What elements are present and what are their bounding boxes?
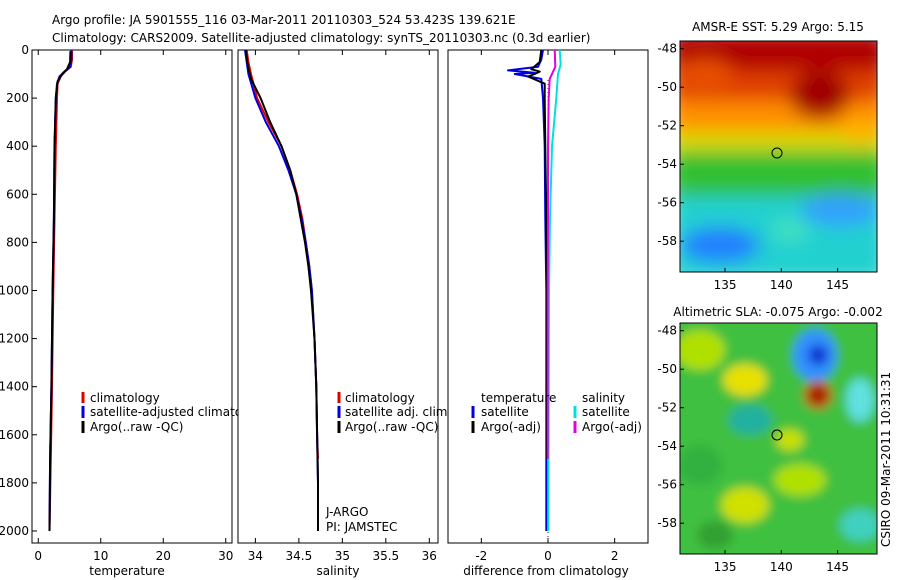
difference-panel: -2 0 2 difference from climatology tempera… bbox=[447, 49, 649, 578]
temperature-ytick-label: 1600 bbox=[0, 428, 29, 442]
sla-xtick-label: 140 bbox=[770, 560, 793, 574]
salinity-xtick-label: 34 bbox=[248, 549, 263, 563]
temperature-legend: climatology satellite-adjusted climatolo… bbox=[81, 391, 268, 434]
legend-label-argo: Argo(..raw -QC) bbox=[345, 420, 438, 434]
sla-ytick-label: -54 bbox=[657, 439, 677, 453]
sla-argo-location-marker bbox=[771, 429, 783, 441]
sla-ytick-label: -50 bbox=[657, 362, 677, 376]
salinity-xlabel: salinity bbox=[316, 564, 359, 578]
difference-series-salinity-argo-adj bbox=[546, 49, 557, 459]
sst-field bbox=[680, 41, 877, 272]
sst-ytick-label: -56 bbox=[657, 196, 677, 210]
temperature-xtick-label: 0 bbox=[34, 549, 42, 563]
sla-xtick-label: 145 bbox=[826, 560, 849, 574]
sst-ytick-label: -48 bbox=[657, 42, 677, 56]
sla-ytick-label: -52 bbox=[657, 401, 677, 415]
legend-label-climatology: climatology bbox=[345, 391, 415, 405]
footer-stamp: CSIRO 09-Mar-2011 10:31:31 bbox=[879, 372, 893, 547]
legend-title-salinity: salinity bbox=[582, 391, 625, 405]
header-line-1: Argo profile: JA 5901555_116 03-Mar-2011… bbox=[52, 13, 516, 27]
sst-xtick-label: 145 bbox=[826, 278, 849, 292]
legend-label-satellite: satellite-adjusted climatology bbox=[90, 405, 268, 419]
temperature-panel: 0 10 20 30 0 200 400 600 800 1000 1200 1400 1600 180… bbox=[0, 43, 268, 578]
salinity-annotation-program: J-ARGO bbox=[325, 505, 368, 519]
sst-map-title: AMSR-E SST: 5.29 Argo: 5.15 bbox=[692, 20, 864, 34]
temperature-ytick-label: 200 bbox=[6, 91, 29, 105]
legend-label-sal-argo: Argo(-adj) bbox=[582, 420, 642, 434]
legend-label-argo: Argo(..raw -QC) bbox=[90, 420, 183, 434]
temperature-ytick-label: 2000 bbox=[0, 524, 29, 538]
sla-ytick-label: -48 bbox=[657, 324, 677, 338]
sst-ytick-label: -50 bbox=[657, 80, 677, 94]
temperature-ytick-label: 1200 bbox=[0, 332, 29, 346]
legend-label-temp-satellite: satellite bbox=[481, 405, 529, 419]
temperature-ytick-label: 0 bbox=[21, 43, 29, 57]
sla-field bbox=[680, 323, 877, 554]
legend-label-satellite: satellite adj. clim. bbox=[345, 405, 451, 419]
difference-xtick-label: -2 bbox=[475, 549, 487, 563]
temperature-xtick-label: 30 bbox=[218, 549, 233, 563]
difference-xtick-label: 0 bbox=[544, 549, 552, 563]
sla-map-title: Altimetric SLA: -0.075 Argo: -0.002 bbox=[673, 305, 882, 319]
salinity-xtick-label: 34.5 bbox=[286, 549, 313, 563]
temperature-xtick-label: 20 bbox=[156, 549, 171, 563]
sst-map: AMSR-E SST: 5.29 Argo: 5.15 135 140 145 -4… bbox=[657, 20, 878, 292]
salinity-series-argo-raw-qc bbox=[244, 49, 319, 531]
salinity-xtick-label: 36 bbox=[422, 549, 437, 563]
sst-ytick-label: -54 bbox=[657, 157, 677, 171]
header-line-2: Climatology: CARS2009. Satellite-adjuste… bbox=[52, 31, 590, 45]
salinity-panel: 34 34.5 35 35.5 36 salinity climatology sate… bbox=[237, 49, 451, 578]
temperature-series-argo-raw-qc bbox=[48, 51, 72, 532]
sst-argo-location-marker bbox=[771, 147, 783, 159]
difference-xtick-label: 2 bbox=[611, 549, 619, 563]
sla-map: Altimetric SLA: -0.075 Argo: -0.002 bbox=[657, 305, 882, 574]
temperature-ytick-label: 400 bbox=[6, 139, 29, 153]
difference-xlabel: difference from climatology bbox=[463, 564, 629, 578]
temperature-ytick-label: 1000 bbox=[0, 283, 29, 297]
sla-xtick-label: 135 bbox=[714, 560, 737, 574]
temperature-xtick-label: 10 bbox=[93, 549, 108, 563]
sst-xtick-label: 140 bbox=[770, 278, 793, 292]
legend-title-temperature: temperature bbox=[481, 391, 556, 405]
temperature-ytick-label: 1400 bbox=[0, 380, 29, 394]
sla-ytick-label: -56 bbox=[657, 478, 677, 492]
temperature-ytick-label: 800 bbox=[6, 235, 29, 249]
legend-label-sal-satellite: satellite bbox=[582, 405, 630, 419]
difference-series-salinity-satellite bbox=[547, 49, 562, 532]
sst-xtick-label: 135 bbox=[714, 278, 737, 292]
temperature-ytick-label: 600 bbox=[6, 187, 29, 201]
salinity-annotation-pi: PI: JAMSTEC bbox=[326, 520, 397, 534]
salinity-xtick-label: 35.5 bbox=[372, 549, 399, 563]
sla-ytick-label: -58 bbox=[657, 516, 677, 530]
salinity-legend: climatology satellite adj. clim. Argo(..… bbox=[337, 391, 451, 434]
salinity-xtick-label: 35 bbox=[335, 549, 350, 563]
temperature-xlabel: temperature bbox=[89, 564, 164, 578]
difference-legend: temperature salinity satellite Argo(-adj… bbox=[471, 391, 642, 434]
sst-ytick-label: -58 bbox=[657, 234, 677, 248]
sst-ytick-label: -52 bbox=[657, 119, 677, 133]
legend-label-temp-argo: Argo(-adj) bbox=[481, 420, 541, 434]
legend-label-climatology: climatology bbox=[90, 391, 160, 405]
temperature-ytick-label: 1800 bbox=[0, 476, 29, 490]
